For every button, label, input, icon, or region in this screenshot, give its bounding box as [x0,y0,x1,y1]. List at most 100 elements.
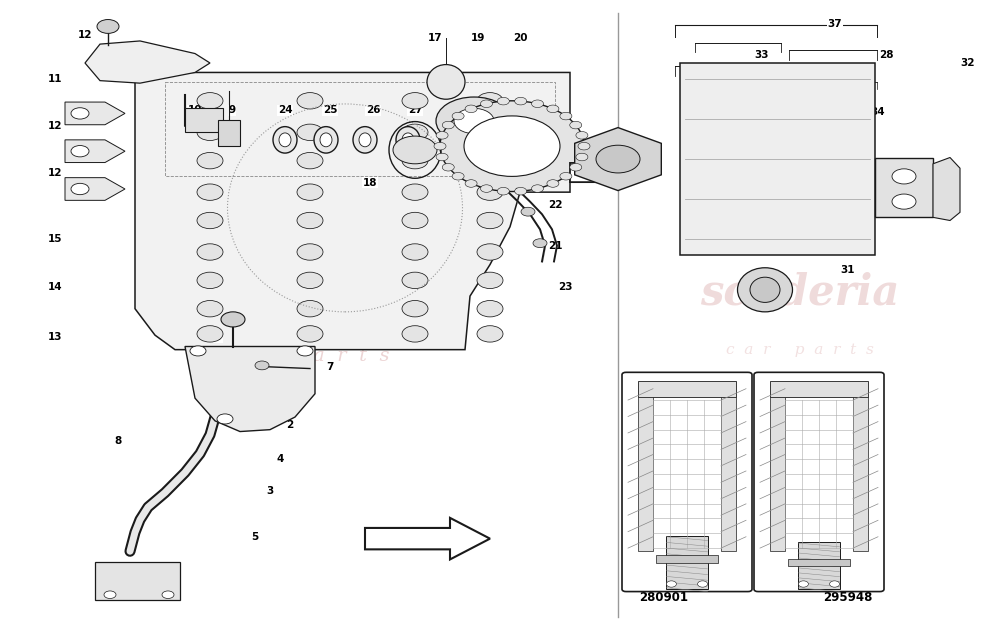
Circle shape [197,93,223,109]
Circle shape [402,301,428,317]
Polygon shape [85,41,210,83]
Circle shape [465,180,477,187]
Circle shape [442,122,454,129]
Text: 295948: 295948 [823,591,873,604]
Text: 16: 16 [208,332,222,342]
Circle shape [255,361,269,370]
Bar [853,397,868,551]
Text: 11: 11 [48,74,62,84]
Bar [666,536,708,589]
Circle shape [798,581,808,587]
Circle shape [698,581,708,587]
Text: c  a  r     p  a  r  t  s: c a r p a r t s [726,343,874,357]
Bar [770,397,785,551]
Text: 36: 36 [721,107,735,117]
Circle shape [297,184,323,200]
Ellipse shape [273,127,297,153]
Text: 37: 37 [828,19,842,29]
Circle shape [578,142,590,150]
Text: scuderia: scuderia [700,272,900,314]
Circle shape [892,194,916,209]
FancyBboxPatch shape [622,372,752,592]
Text: 4: 4 [276,454,284,464]
Circle shape [570,163,582,171]
Circle shape [465,105,477,113]
Circle shape [402,212,428,229]
Circle shape [464,116,560,176]
Polygon shape [933,158,960,220]
Polygon shape [365,518,490,559]
Circle shape [477,184,503,200]
Circle shape [477,244,503,260]
Circle shape [477,93,503,109]
Circle shape [402,124,428,140]
Text: 19: 19 [471,33,485,43]
Circle shape [560,173,572,180]
Bar [185,108,223,132]
Circle shape [576,132,588,139]
Circle shape [197,152,223,169]
Text: 30: 30 [786,78,800,88]
Circle shape [515,187,527,195]
Bar [218,120,240,146]
Circle shape [71,183,89,195]
Circle shape [71,146,89,157]
Circle shape [402,184,428,200]
Polygon shape [570,155,650,182]
Text: 14: 14 [48,282,62,292]
Text: 18: 18 [363,178,377,188]
Circle shape [71,108,89,119]
Polygon shape [65,178,125,200]
Circle shape [454,108,494,134]
Circle shape [576,153,588,161]
Circle shape [104,591,116,598]
Circle shape [436,153,448,161]
Text: 33: 33 [755,50,769,60]
Circle shape [197,244,223,260]
Text: 24: 24 [278,105,292,115]
Text: 35: 35 [815,107,829,117]
Circle shape [477,152,503,169]
Bar [95,562,180,600]
Circle shape [477,326,503,342]
Text: 3: 3 [266,486,274,496]
Circle shape [402,272,428,289]
Bar [656,555,718,563]
Circle shape [190,346,206,356]
Ellipse shape [750,277,780,302]
Circle shape [533,239,547,248]
Circle shape [560,112,572,120]
Text: 22: 22 [548,200,562,210]
Circle shape [297,212,323,229]
Ellipse shape [402,133,414,147]
Circle shape [221,312,245,327]
Circle shape [297,346,313,356]
Circle shape [480,185,492,192]
Circle shape [217,414,233,424]
Circle shape [297,272,323,289]
Bar [770,381,868,397]
Text: 17: 17 [428,33,442,43]
Text: 7: 7 [326,362,334,372]
Polygon shape [575,127,661,191]
Text: 26: 26 [366,105,380,115]
Circle shape [297,326,323,342]
Circle shape [393,136,437,164]
Circle shape [521,207,535,216]
Text: scuderia: scuderia [169,268,421,318]
Ellipse shape [279,133,291,147]
Circle shape [532,185,544,192]
Text: 21: 21 [548,241,562,251]
Bar [798,542,840,589]
Circle shape [402,93,428,109]
Circle shape [477,272,503,289]
Ellipse shape [314,127,338,153]
Circle shape [402,326,428,342]
Ellipse shape [359,133,371,147]
Circle shape [666,581,676,587]
Circle shape [547,180,559,187]
Text: 25: 25 [323,105,337,115]
Circle shape [452,173,464,180]
Text: 8: 8 [114,436,122,446]
Circle shape [477,212,503,229]
